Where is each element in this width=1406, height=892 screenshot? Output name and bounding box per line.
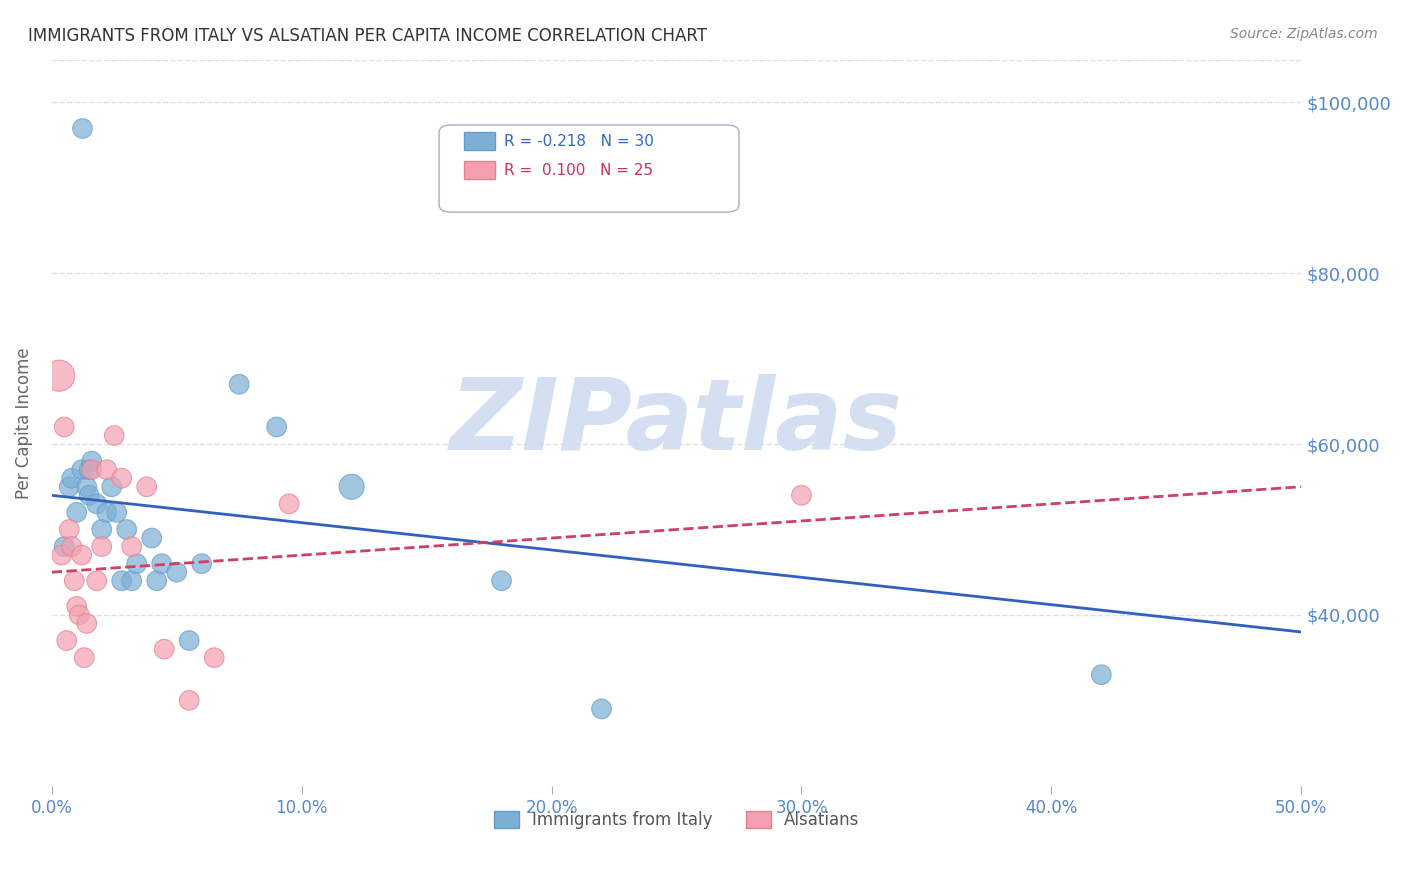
Point [100, 480, 122, 494]
Point [153, 642, 176, 657]
Point [70, 548, 93, 562]
Point [190, 557, 212, 571]
Point [63, 574, 86, 588]
Point [179, 693, 201, 707]
FancyBboxPatch shape [464, 161, 495, 179]
Point [491, 574, 513, 588]
Point [51, 548, 73, 562]
Point [48, 368, 70, 383]
Text: IMMIGRANTS FROM ITALY VS ALSATIAN PER CAPITA INCOME CORRELATION CHART: IMMIGRANTS FROM ITALY VS ALSATIAN PER CA… [28, 27, 707, 45]
Point [67, 607, 90, 622]
Point [1090, 667, 1112, 681]
Point [70, 463, 93, 477]
Point [90, 540, 112, 554]
Point [55, 633, 77, 648]
Point [86, 574, 108, 588]
Point [77, 463, 100, 477]
Point [278, 497, 301, 511]
Text: ZIPatlas: ZIPatlas [450, 374, 903, 471]
Text: R =  0.100   N = 25: R = 0.100 N = 25 [505, 163, 654, 178]
Text: Source: ZipAtlas.com: Source: ZipAtlas.com [1230, 27, 1378, 41]
Point [66, 599, 89, 614]
Point [60, 471, 83, 485]
Legend: Immigrants from Italy, Alsatians: Immigrants from Italy, Alsatians [486, 804, 866, 836]
Point [80, 454, 103, 468]
Point [96, 463, 118, 477]
Point [96, 505, 118, 519]
Point [73, 650, 96, 665]
Point [103, 428, 125, 442]
Point [228, 377, 250, 392]
Point [105, 505, 128, 519]
Point [58, 523, 80, 537]
Point [80, 463, 103, 477]
Point [76, 480, 98, 494]
Point [121, 540, 143, 554]
Point [340, 480, 363, 494]
Point [90, 523, 112, 537]
Point [166, 565, 188, 579]
FancyBboxPatch shape [464, 132, 495, 151]
Point [145, 574, 167, 588]
Point [111, 574, 134, 588]
Point [115, 523, 138, 537]
Point [53, 540, 76, 554]
Point [58, 480, 80, 494]
Point [70, 120, 93, 135]
Y-axis label: Per Capita Income: Per Capita Income [15, 347, 32, 499]
Point [591, 702, 613, 716]
Point [150, 557, 173, 571]
Point [60, 540, 83, 554]
Point [111, 471, 134, 485]
Point [121, 574, 143, 588]
Point [141, 531, 163, 545]
Point [53, 420, 76, 434]
Point [790, 488, 813, 502]
Point [179, 633, 201, 648]
Text: R = -0.218   N = 30: R = -0.218 N = 30 [505, 134, 654, 149]
Point [125, 557, 148, 571]
Point [266, 420, 288, 434]
FancyBboxPatch shape [439, 125, 740, 212]
Point [76, 616, 98, 631]
Point [86, 497, 108, 511]
Point [66, 505, 89, 519]
Point [135, 480, 157, 494]
Point [202, 650, 225, 665]
Point [77, 488, 100, 502]
